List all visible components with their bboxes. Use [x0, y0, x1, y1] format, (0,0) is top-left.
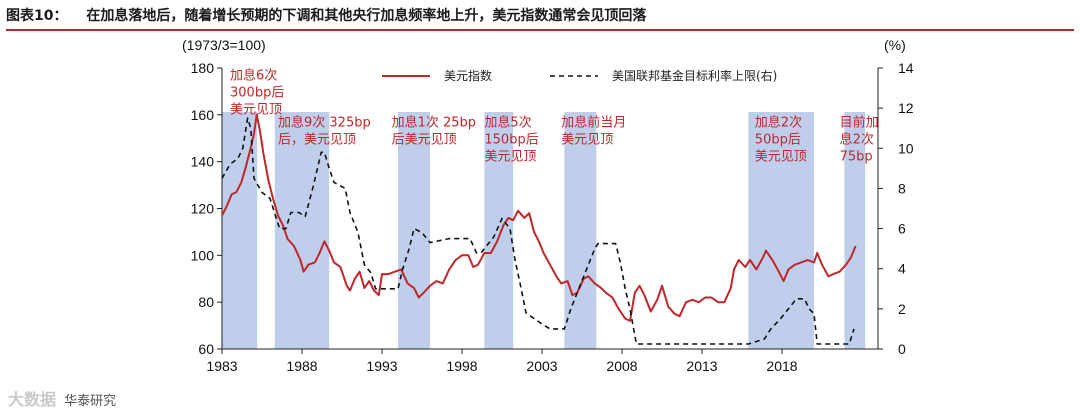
annotation-3-line-1: 加息1次 25bp [392, 115, 476, 131]
axes: 60 80 100 120 140 160 180 0 2 4 6 8 10 12 14 1983 1988 19… [191, 60, 914, 374]
watermark-text: 大数据 [8, 390, 57, 409]
figure-title-bar: 图表10： 在加息落地后，随着增长预期的下调和其他央行加息频率地上升，美元指数通… [6, 5, 1074, 31]
figure-label: 图表10： [6, 8, 68, 24]
shaded-period-6 [748, 112, 814, 349]
annotation-4-line-2: 150bp后 [484, 133, 538, 148]
annotation-1-line-2: 300bp后 [230, 86, 284, 101]
left-tick-label: 180 [191, 60, 215, 76]
source-text: 华泰研究 [64, 394, 117, 409]
x-tick-label: 1988 [286, 358, 317, 374]
x-tick-label: 2018 [766, 358, 797, 374]
left-tick-label: 80 [198, 294, 214, 310]
x-tick-label: 1983 [206, 358, 237, 374]
annotation-5-line-2: 美元见顶 [561, 133, 613, 148]
annotation-1-line-3: 美元见顶 [230, 103, 282, 118]
left-tick-label: 160 [191, 107, 215, 123]
shaded-period-7 [844, 112, 866, 349]
annotation-3-line-2: 后美元见顶 [392, 133, 457, 148]
annotation-4-line-3: 美元见顶 [484, 150, 536, 165]
shaded-period-5 [564, 112, 597, 349]
left-tick-label: 60 [198, 341, 214, 357]
right-tick-label: 0 [898, 341, 906, 357]
left-tick-label: 120 [191, 201, 215, 217]
annotation-7-line-2: 息2次 [840, 132, 874, 148]
annotation-5-line-1: 加息前当月 [561, 115, 626, 131]
annotation-2-line-2: 后，美元见顶 [278, 133, 356, 148]
annotation-2-line-1: 加息9次 325bp [278, 115, 371, 131]
annotation-6-line-1: 加息2次 [755, 115, 802, 131]
shaded-period-2 [274, 112, 330, 349]
shaded-periods [222, 112, 866, 349]
right-tick-label: 4 [898, 261, 906, 277]
shaded-period-1 [222, 112, 258, 349]
right-tick-label: 6 [898, 221, 906, 237]
series-lines [221, 113, 857, 345]
right-axis-unit: (%) [884, 37, 906, 53]
annotation-6-line-3: 美元见顶 [755, 150, 807, 165]
shaded-period-4 [484, 112, 514, 349]
right-tick-label: 12 [898, 100, 914, 116]
x-tick-label: 2013 [686, 358, 717, 374]
annotation-7-line-1: 目前加 [840, 115, 879, 131]
x-tick-label: 2008 [606, 358, 637, 374]
footer: 大数据 华泰研究 [8, 386, 116, 410]
left-tick-label: 100 [191, 247, 215, 263]
right-tick-label: 14 [898, 60, 914, 76]
figure-title: 在加息落地后，随着增长预期的下调和其他央行加息频率地上升，美元指数通常会见顶回落 [86, 8, 647, 24]
x-tick-label: 1998 [446, 358, 477, 374]
legend-dxy-label: 美元指数 [444, 68, 492, 83]
left-tick-label: 140 [191, 154, 215, 170]
right-tick-label: 2 [898, 301, 906, 317]
legend: 美元指数 美国联邦基金目标利率上限(右) [382, 68, 777, 83]
right-tick-label: 10 [898, 140, 914, 156]
annotation-6-line-2: 50bp后 [755, 133, 801, 148]
dollar-index-line [221, 113, 857, 322]
right-tick-label: 8 [898, 180, 906, 196]
legend-fed-label: 美国联邦基金目标利率上限(右) [612, 68, 777, 83]
x-tick-label: 1993 [366, 358, 397, 374]
shaded-period-3 [398, 112, 430, 349]
annotation-1-line-1: 加息6次 [230, 68, 277, 84]
annotation-4-line-1: 加息5次 [484, 115, 531, 131]
annotation-7-line-3: 75bp [840, 150, 873, 165]
x-tick-label: 2003 [526, 358, 557, 374]
fed-funds-rate-line [221, 117, 855, 345]
left-axis-unit: (1973/3=100) [182, 37, 266, 53]
